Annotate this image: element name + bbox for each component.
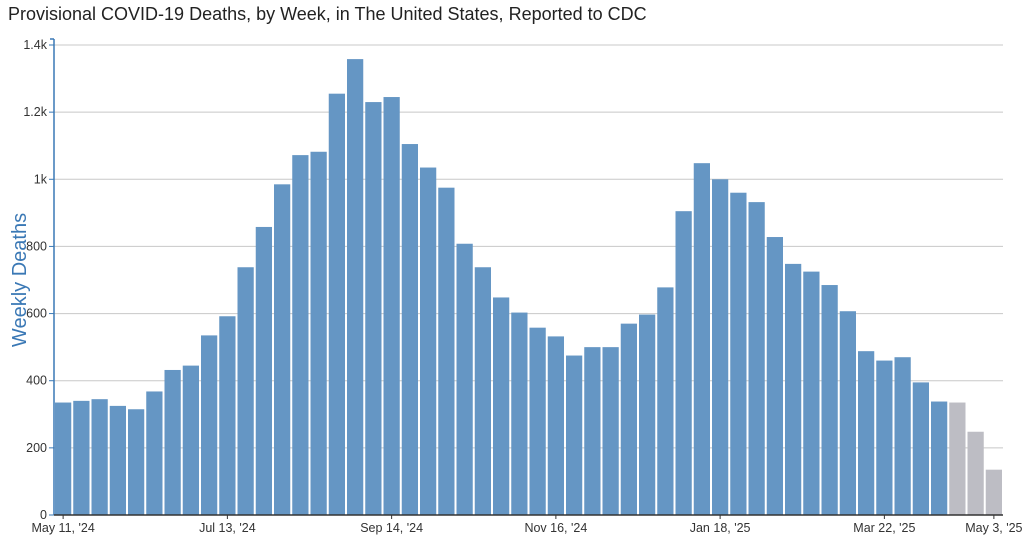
y-tick-label: 400 xyxy=(26,374,47,388)
y-axis-title: Weekly Deaths xyxy=(9,213,31,347)
bar xyxy=(109,405,126,515)
bar xyxy=(858,351,875,515)
bar xyxy=(620,323,637,515)
bar xyxy=(748,202,765,515)
chart-title: Provisional COVID-19 Deaths, by Week, in… xyxy=(8,4,647,24)
bar xyxy=(128,409,145,515)
bar xyxy=(511,312,528,515)
bar xyxy=(292,155,309,515)
bar xyxy=(547,336,564,515)
bar xyxy=(675,211,692,515)
bar xyxy=(730,192,747,515)
bar xyxy=(912,382,929,515)
bar xyxy=(493,297,510,515)
bar xyxy=(693,163,710,515)
bar xyxy=(438,187,455,515)
x-tick-label: Nov 16, '24 xyxy=(524,521,587,535)
x-tick-label: Jan 18, '25 xyxy=(690,521,751,535)
bar xyxy=(803,271,820,515)
bar xyxy=(584,347,601,515)
bar xyxy=(529,327,546,515)
bar xyxy=(55,402,72,515)
bar xyxy=(164,369,181,515)
bar xyxy=(931,401,948,515)
bar xyxy=(91,399,108,515)
x-tick-label: Mar 22, '25 xyxy=(853,521,915,535)
y-tick-label: 200 xyxy=(26,441,47,455)
bar xyxy=(967,431,984,515)
bar xyxy=(255,226,272,515)
bar xyxy=(201,335,218,515)
bar xyxy=(566,355,583,515)
x-tick-label: Jul 13, '24 xyxy=(199,521,256,535)
bar xyxy=(639,314,656,515)
bar xyxy=(328,93,345,515)
y-tick-label: 800 xyxy=(26,239,47,253)
bar xyxy=(456,243,473,515)
bar xyxy=(985,469,1002,515)
bar xyxy=(766,237,783,515)
bar xyxy=(383,97,400,516)
bar xyxy=(310,151,327,515)
y-tick-label: 0 xyxy=(40,508,47,522)
x-tick-label: May 3, '25 xyxy=(965,521,1022,535)
x-tick-label: May 11, '24 xyxy=(31,521,94,535)
y-tick-label: 1k xyxy=(34,172,48,186)
bar xyxy=(949,402,966,515)
bar xyxy=(401,144,418,516)
bar xyxy=(602,347,619,515)
bar xyxy=(474,267,491,515)
bar xyxy=(785,263,802,515)
bar xyxy=(821,285,838,515)
bar xyxy=(237,267,254,515)
bar xyxy=(894,357,911,515)
y-tick-label: 1.4k xyxy=(23,38,47,52)
bar xyxy=(839,311,856,515)
bar xyxy=(146,391,163,515)
bar xyxy=(219,316,236,515)
y-tick-label: 600 xyxy=(26,307,47,321)
bar xyxy=(876,360,893,515)
bar xyxy=(365,102,382,516)
bar xyxy=(182,365,199,515)
bar xyxy=(274,184,291,516)
x-tick-label: Sep 14, '24 xyxy=(360,521,423,535)
y-tick-label: 1.2k xyxy=(23,105,47,119)
bar xyxy=(657,287,674,515)
bar xyxy=(73,400,90,515)
bar xyxy=(420,167,437,516)
bar xyxy=(712,179,729,516)
bar xyxy=(347,59,364,515)
